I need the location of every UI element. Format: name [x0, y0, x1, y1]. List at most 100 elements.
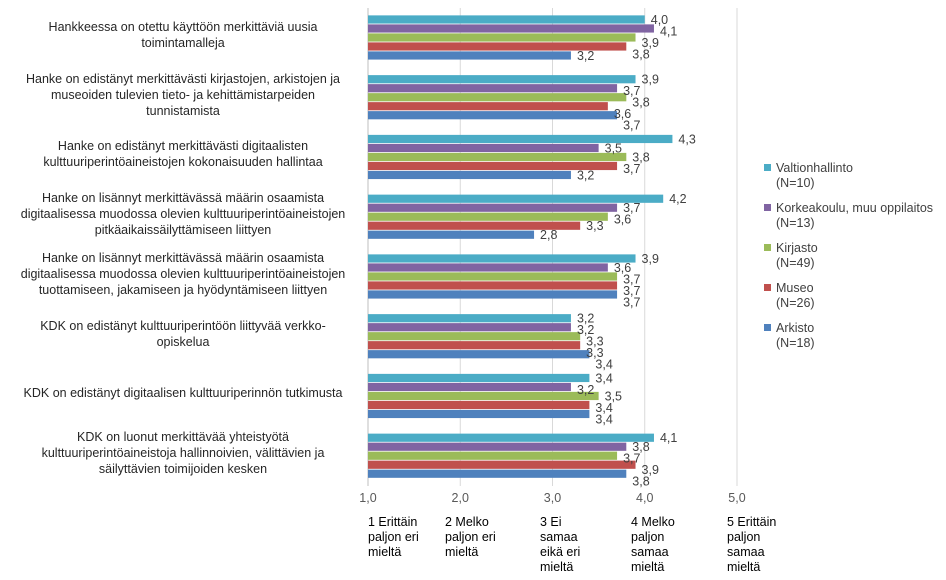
category-label: KDK on luonut merkittävää yhteistyötä kul…	[8, 429, 358, 477]
data-label: 3,7	[623, 201, 640, 215]
legend-item: Museo (N=26)	[762, 281, 946, 321]
scale-label-line: mieltä	[368, 545, 402, 559]
bar	[368, 42, 627, 51]
data-label: 3,2	[577, 323, 594, 337]
scale-label-line: 2 Melko	[445, 515, 489, 529]
bar	[368, 33, 636, 42]
category-label-line: tuottamiseen, jakamiseen ja hyödyntämise…	[38, 282, 328, 297]
bar	[368, 93, 627, 102]
scale-label: 1 Erittäin paljon eri mieltä	[368, 515, 460, 560]
data-label: 3,2	[577, 49, 594, 63]
data-label: 3,4	[595, 358, 612, 372]
bar	[368, 15, 645, 24]
data-label: 3,3	[586, 335, 603, 349]
category-label-line: KDK on luonut merkittävää yhteistyötä	[77, 430, 289, 445]
scale-label: 4 Melko paljon samaa mieltä	[631, 515, 723, 575]
legend-swatch	[764, 284, 771, 291]
data-label: 3,6	[614, 107, 631, 121]
bar	[368, 194, 664, 203]
data-label: 3,8	[632, 150, 649, 164]
legend-swatch	[764, 164, 771, 171]
legend-label: Korkeakoulu, muu oppilaitos (N=13)	[776, 201, 933, 231]
scale-label-line: paljon eri	[368, 530, 419, 544]
bar	[368, 400, 590, 410]
x-tick-label: 5,0	[728, 491, 745, 505]
legend-swatch	[764, 204, 771, 211]
legend-item: Kirjasto (N=49)	[762, 241, 946, 281]
legend-label-line: (N=13)	[776, 216, 815, 230]
bar	[368, 469, 627, 478]
x-tick-label: 2,0	[452, 491, 469, 505]
scale-label-line: mieltä	[540, 560, 574, 574]
bar	[368, 373, 590, 383]
legend-label-line: (N=49)	[776, 256, 815, 270]
bar	[368, 263, 608, 272]
bar	[368, 102, 608, 111]
bar	[368, 24, 654, 33]
data-label: 3,4	[595, 401, 612, 415]
x-tick-label: 1,0	[359, 491, 376, 505]
legend-label: Valtionhallinto (N=10)	[776, 161, 853, 191]
scale-label-line: samaa	[540, 530, 578, 544]
bar	[368, 161, 618, 171]
bar	[368, 350, 590, 359]
data-label: 3,7	[623, 284, 640, 298]
bar	[368, 341, 581, 350]
bar	[368, 75, 636, 84]
data-label: 3,4	[595, 412, 612, 426]
scale-label-line: mieltä	[445, 545, 479, 559]
scale-label-line: mieltä	[631, 560, 665, 574]
legend-label-line: (N=10)	[776, 176, 815, 190]
category-label-line: Hanke on lisännyt merkittävässä määrin o…	[41, 250, 325, 265]
bar	[368, 254, 636, 263]
data-label: 3,3	[586, 219, 603, 233]
category-label: KDK on edistänyt digitaalisen kulttuurip…	[8, 385, 358, 401]
legend-label: Museo (N=26)	[776, 281, 815, 311]
category-label: Hanke on lisännyt merkittävässä määrin o…	[8, 250, 358, 298]
scale-label-line: samaa	[727, 545, 765, 559]
category-label: Hankkeessa on otettu käyttöön merkittävi…	[8, 19, 358, 51]
bar	[368, 314, 571, 323]
legend-label-line: Kirjasto	[776, 241, 818, 255]
legend: Valtionhallinto (N=10) Korkeakoulu, muu op…	[762, 161, 946, 361]
bar	[368, 212, 608, 221]
category-label-line: Hankkeessa on otettu käyttöön merkittävi…	[48, 19, 318, 34]
scale-label-line: 1 Erittäin	[368, 515, 418, 529]
category-label-line: KDK on edistänyt kulttuuriperintöön liit…	[40, 318, 326, 333]
data-label: 3,7	[623, 119, 640, 133]
bar	[368, 84, 618, 93]
data-label: 3,5	[605, 389, 622, 403]
data-label: 4,3	[678, 132, 695, 146]
data-label: 4,1	[660, 431, 677, 445]
bar	[368, 433, 654, 442]
data-label: 3,8	[632, 440, 649, 454]
legend-swatch	[764, 244, 771, 251]
bar	[368, 451, 618, 460]
data-label: 3,9	[642, 36, 659, 50]
data-label: 3,7	[623, 162, 640, 176]
bar	[368, 332, 581, 341]
scale-label-line: eikä eri	[540, 545, 581, 559]
category-label-line: digitaalisessa muodossa olevien kulttuur…	[20, 207, 346, 222]
scale-label-line: 4 Melko	[631, 515, 675, 529]
data-label: 3,9	[642, 73, 659, 87]
legend-item: Korkeakoulu, muu oppilaitos (N=13)	[762, 201, 946, 241]
bar	[368, 460, 636, 469]
data-label: 3,2	[577, 312, 594, 326]
bar	[368, 323, 571, 332]
scale-label: 5 Erittäin paljon samaa mieltä	[727, 515, 819, 575]
bar	[368, 281, 618, 290]
data-label: 3,7	[623, 272, 640, 286]
data-label: 3,8	[632, 475, 649, 489]
bar	[368, 382, 571, 392]
x-tick-label: 3,0	[544, 491, 561, 505]
data-label: 3,2	[577, 168, 594, 182]
scale-label: 2 Melko paljon eri mieltä	[445, 515, 537, 560]
category-label-line: Hanke on lisännyt merkittävässä määrin o…	[41, 191, 325, 206]
data-label: 3,6	[614, 213, 631, 227]
data-label: 3,5	[605, 141, 622, 155]
data-label: 3,7	[623, 84, 640, 98]
legend-label: Kirjasto (N=49)	[776, 241, 818, 271]
data-label: 4,1	[660, 24, 677, 38]
